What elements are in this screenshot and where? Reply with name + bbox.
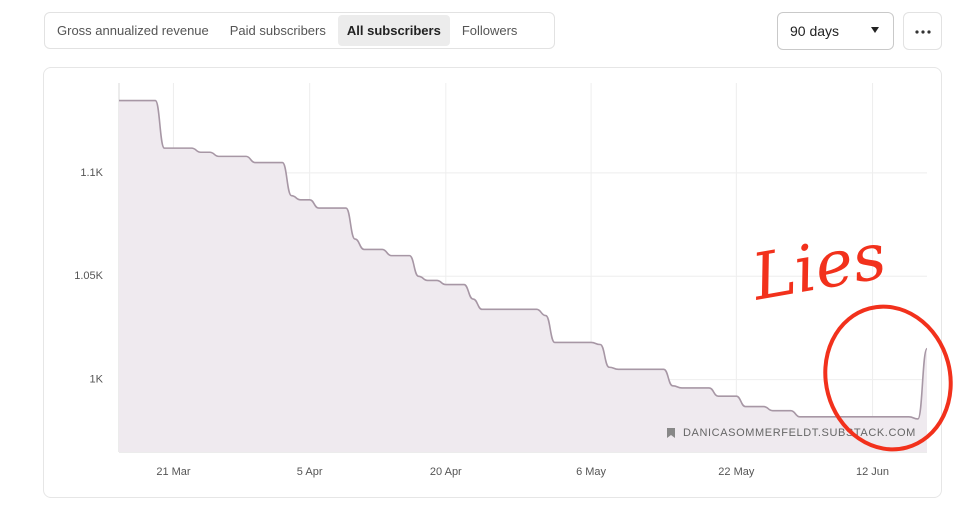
- chart-card: [43, 67, 942, 498]
- tab[interactable]: Followers: [461, 23, 518, 38]
- more-icon: [915, 30, 931, 34]
- tab[interactable]: Paid subscribers: [229, 23, 326, 38]
- tab-bar: Gross annualized revenue Paid subscribers…: [44, 12, 555, 49]
- range-label: 90 days: [790, 23, 840, 39]
- tab[interactable]: Gross annualized revenue: [57, 23, 209, 38]
- more-button[interactable]: [903, 12, 942, 50]
- range-select[interactable]: 90 days: [777, 12, 894, 50]
- dropdown-arrow: [871, 27, 879, 33]
- tab[interactable]: All subscribers: [337, 15, 450, 46]
